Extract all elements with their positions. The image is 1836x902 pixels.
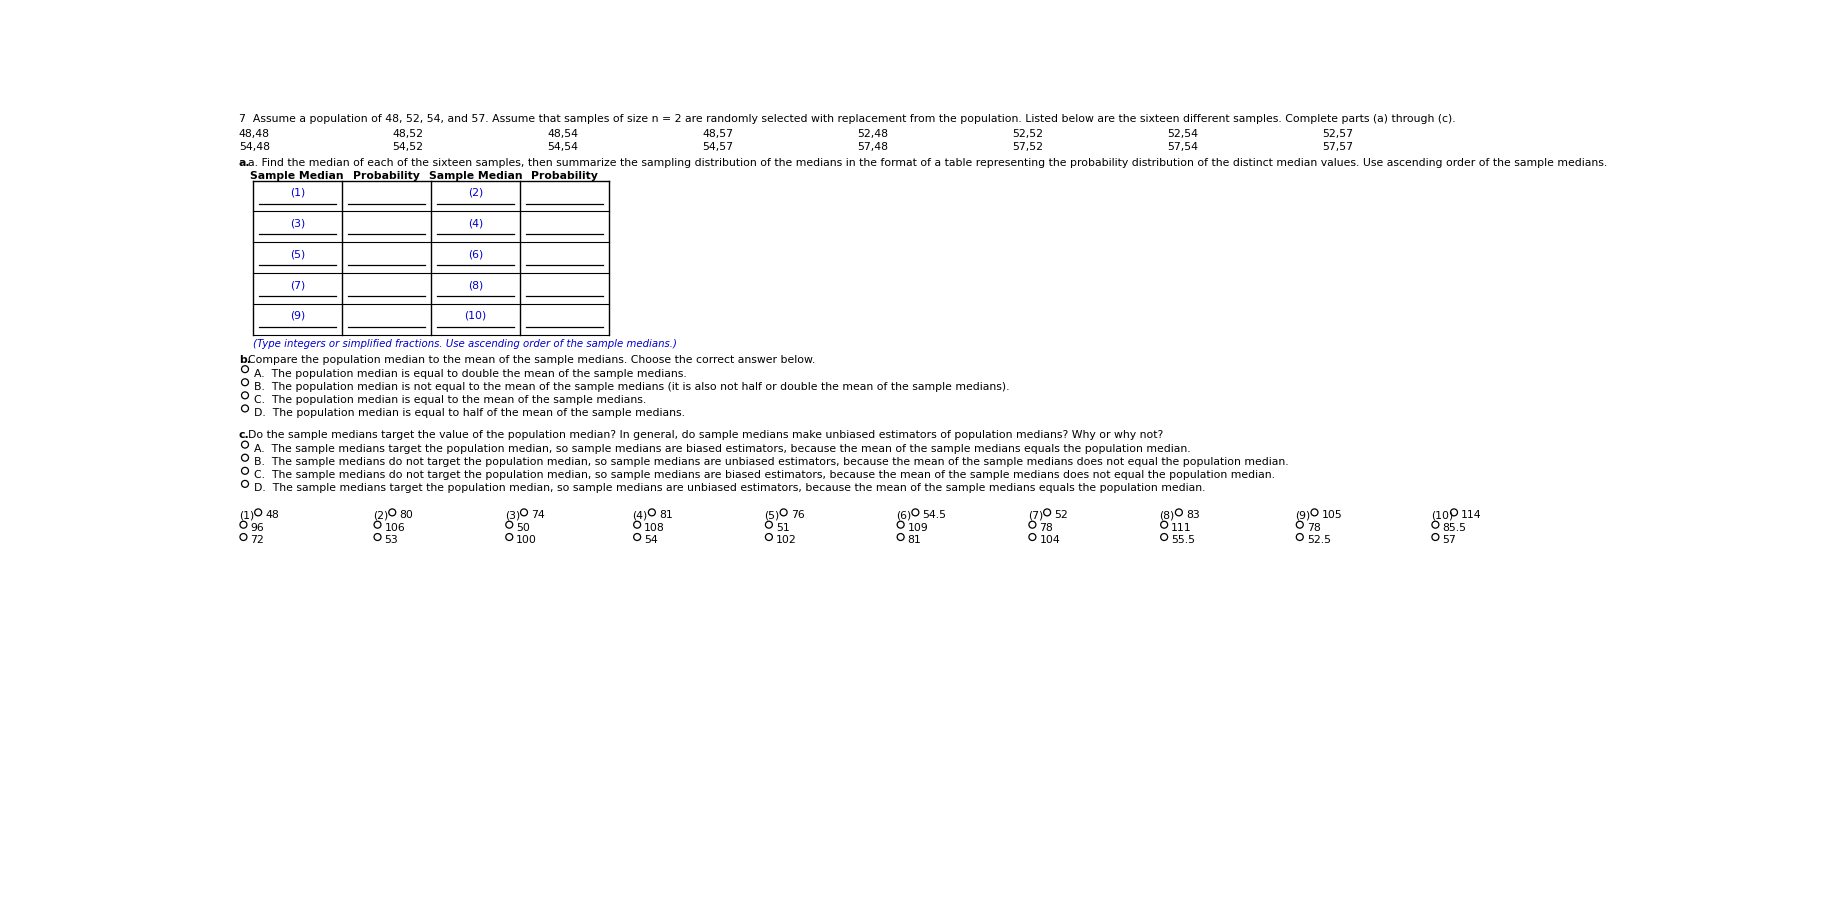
Text: 57,52: 57,52: [1012, 143, 1043, 152]
Text: 57: 57: [1443, 534, 1456, 544]
Text: 114: 114: [1461, 510, 1482, 520]
Text: (5): (5): [290, 249, 305, 259]
Text: A.  The population median is equal to double the mean of the sample medians.: A. The population median is equal to dou…: [255, 368, 687, 378]
Text: 57,54: 57,54: [1168, 143, 1199, 152]
Text: (4): (4): [632, 510, 648, 520]
Text: 105: 105: [1322, 510, 1342, 520]
Text: 102: 102: [777, 534, 797, 544]
Text: D.  The population median is equal to half of the mean of the sample medians.: D. The population median is equal to hal…: [255, 408, 685, 418]
Text: (7): (7): [290, 280, 305, 290]
Text: 57,48: 57,48: [857, 143, 889, 152]
Text: B.  The population median is not equal to the mean of the sample medians (it is : B. The population median is not equal to…: [255, 382, 1010, 391]
Text: (3): (3): [505, 510, 520, 520]
Text: D.  The sample medians target the population median, so sample medians are unbia: D. The sample medians target the populat…: [255, 483, 1206, 492]
Text: 48: 48: [264, 510, 279, 520]
Text: a.: a.: [239, 158, 250, 168]
Text: 108: 108: [644, 522, 665, 532]
Text: (8): (8): [468, 280, 483, 290]
Text: C.  The sample medians do not target the population median, so sample medians ar: C. The sample medians do not target the …: [255, 470, 1276, 480]
Text: 104: 104: [1039, 534, 1059, 544]
Text: 76: 76: [791, 510, 804, 520]
Text: (3): (3): [290, 218, 305, 228]
Text: 48,57: 48,57: [701, 129, 733, 139]
Text: 111: 111: [1171, 522, 1192, 532]
Text: (4): (4): [468, 218, 483, 228]
Text: 52,52: 52,52: [1012, 129, 1043, 139]
Text: 48,54: 48,54: [547, 129, 578, 139]
Text: 81: 81: [659, 510, 672, 520]
Text: 54.5: 54.5: [922, 510, 946, 520]
Text: 83: 83: [1186, 510, 1199, 520]
Text: 50: 50: [516, 522, 531, 532]
Text: 7  Assume a population of 48, 52, 54, and 57. Assume that samples of size n = 2 : 7 Assume a population of 48, 52, 54, and…: [239, 114, 1456, 124]
Text: Sample Median: Sample Median: [430, 170, 523, 180]
Text: (10): (10): [465, 310, 487, 320]
Text: (9): (9): [1294, 510, 1311, 520]
Text: 54,48: 54,48: [239, 143, 270, 152]
Text: 74: 74: [531, 510, 545, 520]
Text: 78: 78: [1307, 522, 1320, 532]
Text: 106: 106: [384, 522, 406, 532]
Text: Probability: Probability: [353, 170, 420, 180]
Text: (1): (1): [239, 510, 253, 520]
Text: (6): (6): [896, 510, 911, 520]
Text: 54,52: 54,52: [393, 143, 424, 152]
Text: 57,57: 57,57: [1322, 143, 1353, 152]
Text: (5): (5): [764, 510, 780, 520]
Text: Probability: Probability: [531, 170, 599, 180]
Text: 72: 72: [250, 534, 264, 544]
Text: (2): (2): [373, 510, 387, 520]
Text: 54: 54: [644, 534, 657, 544]
Text: a. Find the median of each of the sixteen samples, then summarize the sampling d: a. Find the median of each of the sixtee…: [248, 158, 1606, 168]
Text: 48,52: 48,52: [393, 129, 424, 139]
Text: 55.5: 55.5: [1171, 534, 1195, 544]
Text: 81: 81: [907, 534, 922, 544]
Text: (6): (6): [468, 249, 483, 259]
Text: Do the sample medians target the value of the population median? In general, do : Do the sample medians target the value o…: [248, 429, 1164, 440]
Text: 52,57: 52,57: [1322, 129, 1353, 139]
Text: 54,57: 54,57: [701, 143, 733, 152]
Text: A.  The sample medians target the population median, so sample medians are biase: A. The sample medians target the populat…: [255, 444, 1192, 454]
Text: 52.5: 52.5: [1307, 534, 1331, 544]
Text: b.: b.: [239, 354, 252, 364]
Text: B.  The sample medians do not target the population median, so sample medians ar: B. The sample medians do not target the …: [255, 456, 1289, 466]
Text: 51: 51: [777, 522, 789, 532]
Text: 52: 52: [1054, 510, 1069, 520]
Text: 54,54: 54,54: [547, 143, 578, 152]
Text: (Type integers or simplified fractions. Use ascending order of the sample median: (Type integers or simplified fractions. …: [253, 339, 677, 349]
Text: (7): (7): [1028, 510, 1043, 520]
Text: 48,48: 48,48: [239, 129, 270, 139]
Text: C.  The population median is equal to the mean of the sample medians.: C. The population median is equal to the…: [255, 394, 646, 404]
Text: 52,54: 52,54: [1168, 129, 1199, 139]
Text: (9): (9): [290, 310, 305, 320]
Text: 85.5: 85.5: [1443, 522, 1467, 532]
Text: 78: 78: [1039, 522, 1054, 532]
Text: (8): (8): [1160, 510, 1175, 520]
Text: 80: 80: [398, 510, 413, 520]
Text: 52,48: 52,48: [857, 129, 889, 139]
Text: Compare the population median to the mean of the sample medians. Choose the corr: Compare the population median to the mea…: [248, 354, 815, 364]
Text: (10): (10): [1430, 510, 1452, 520]
Text: 100: 100: [516, 534, 538, 544]
Text: 96: 96: [250, 522, 264, 532]
Text: (1): (1): [290, 188, 305, 198]
Text: 53: 53: [384, 534, 398, 544]
Text: Sample Median: Sample Median: [250, 170, 343, 180]
Text: (2): (2): [468, 188, 483, 198]
Text: 109: 109: [907, 522, 929, 532]
Text: c.: c.: [239, 429, 250, 440]
